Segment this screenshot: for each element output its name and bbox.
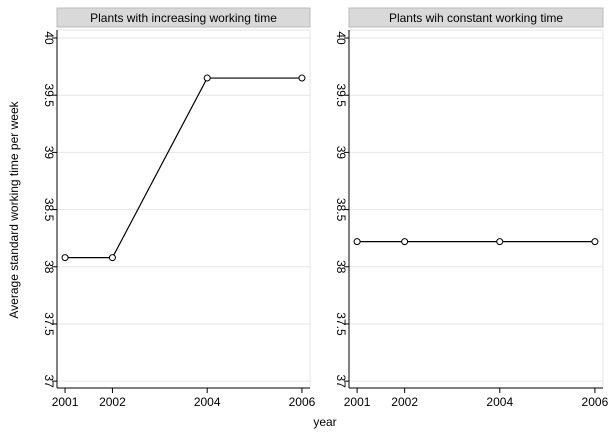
x-axis-label: year — [313, 415, 336, 429]
x-tick-label: 2002 — [391, 395, 418, 409]
marker — [496, 238, 504, 246]
y-tick-label: 38 — [334, 260, 348, 274]
panel-title: Plants wih constant working time — [389, 11, 563, 25]
y-tick-label: 37 — [42, 374, 56, 388]
x-tick-label: 2001 — [344, 395, 371, 409]
x-tick-label: 2002 — [99, 395, 126, 409]
panel-title: Plants with increasing working time — [90, 11, 277, 25]
y-tick-label: 39 — [42, 146, 56, 160]
y-tick-label: 38 — [42, 260, 56, 274]
x-tick-label: 2006 — [289, 395, 316, 409]
marker — [108, 254, 116, 262]
y-tick-label: 38.5 — [334, 198, 348, 222]
marker — [203, 74, 211, 82]
y-tick-label: 37 — [334, 374, 348, 388]
y-tick-label: 39 — [334, 146, 348, 160]
panel-header — [348, 7, 604, 28]
line — [65, 77, 302, 259]
y-tick-label: 40 — [42, 31, 56, 45]
marker — [61, 254, 69, 262]
marker — [401, 238, 409, 246]
x-tick-label: 2006 — [582, 395, 609, 409]
marker — [353, 238, 361, 246]
marker — [298, 74, 306, 82]
y-axis-label: Average standard working time per week — [7, 100, 21, 318]
y-tick-label: 39.5 — [42, 84, 56, 108]
x-tick-label: 2001 — [52, 395, 79, 409]
x-tick-label: 2004 — [194, 395, 221, 409]
plot-frame — [348, 29, 604, 389]
x-tick-label: 2004 — [486, 395, 513, 409]
y-tick-label: 38.5 — [42, 198, 56, 222]
y-tick-label: 40 — [334, 31, 348, 45]
panel-header — [56, 7, 311, 28]
marker — [591, 238, 599, 246]
y-tick-label: 39.5 — [334, 84, 348, 108]
plot-frame — [56, 29, 311, 389]
y-tick-label: 37.5 — [42, 312, 56, 336]
y-tick-label: 37.5 — [334, 312, 348, 336]
